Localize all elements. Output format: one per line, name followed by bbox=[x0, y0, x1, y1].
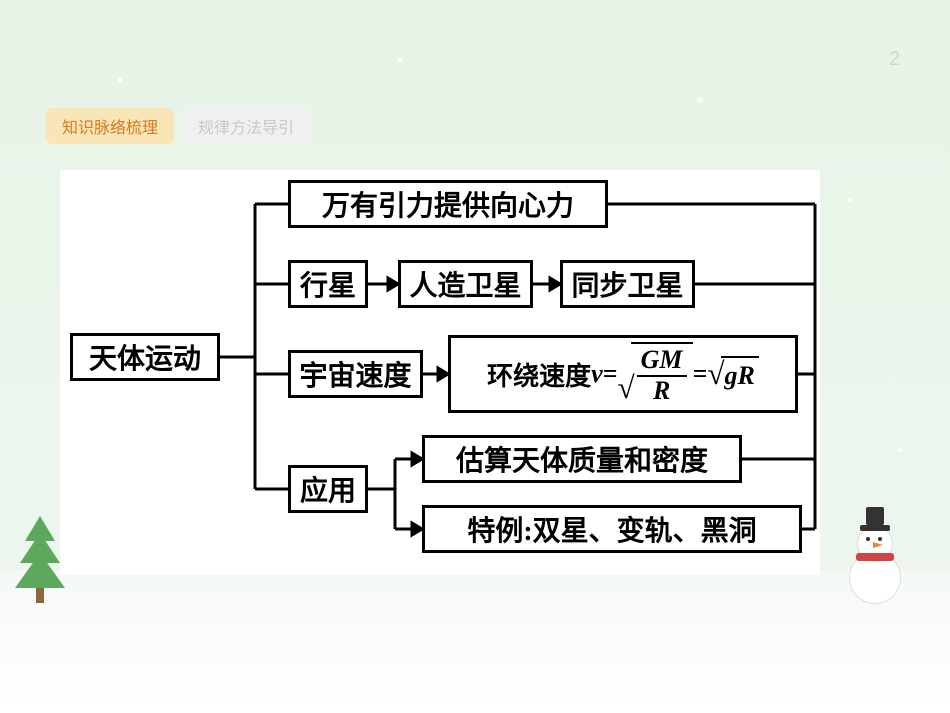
node-geo-satellite: 同步卫星 bbox=[560, 260, 695, 308]
formula-rhs: gR bbox=[721, 356, 759, 392]
node-root-label: 天体运动 bbox=[89, 337, 201, 377]
node-satellite-label: 人造卫星 bbox=[409, 264, 521, 304]
node-special-cases: 特例:双星、变轨、黑洞 bbox=[422, 505, 802, 553]
node-application-label: 应用 bbox=[300, 469, 356, 509]
page-number: 2 bbox=[889, 48, 900, 71]
diagram-panel: 天体运动 万有引力提供向心力 行星 人造卫星 同步卫星 宇宙速度 环绕速度 v … bbox=[60, 170, 820, 575]
tree-decor bbox=[10, 483, 70, 603]
formula-num: GM bbox=[637, 346, 687, 377]
formula-den: R bbox=[649, 377, 674, 406]
tab-bar: 知识脉络梳理 规律方法导引 bbox=[46, 108, 310, 144]
formula-eq2: = bbox=[693, 359, 708, 389]
formula-sqrt2: √ gR bbox=[707, 356, 758, 392]
formula-eq1: = bbox=[603, 359, 618, 389]
node-root: 天体运动 bbox=[70, 333, 220, 381]
node-special-cases-label: 特例:双星、变轨、黑洞 bbox=[467, 509, 756, 549]
tab-methods[interactable]: 规律方法导引 bbox=[182, 108, 310, 144]
node-planet-label: 行星 bbox=[300, 264, 356, 304]
node-satellite: 人造卫星 bbox=[398, 260, 533, 308]
formula-var: v bbox=[591, 359, 603, 389]
formula-prefix: 环绕速度 bbox=[487, 356, 591, 393]
node-geo-satellite-label: 同步卫星 bbox=[571, 264, 683, 304]
node-mass-density-label: 估算天体质量和密度 bbox=[456, 439, 708, 479]
node-gravity: 万有引力提供向心力 bbox=[288, 180, 608, 228]
node-gravity-label: 万有引力提供向心力 bbox=[322, 184, 574, 224]
tab-knowledge[interactable]: 知识脉络梳理 bbox=[46, 108, 174, 144]
snowman-decor bbox=[840, 483, 910, 603]
node-cosmic-speed-label: 宇宙速度 bbox=[299, 354, 411, 394]
formula-sqrt1: √ GM R bbox=[618, 342, 693, 405]
node-planet: 行星 bbox=[288, 260, 368, 308]
node-mass-density: 估算天体质量和密度 bbox=[422, 435, 742, 483]
node-orbit-formula: 环绕速度 v = √ GM R = √ gR bbox=[448, 335, 798, 413]
node-cosmic-speed: 宇宙速度 bbox=[288, 350, 423, 398]
node-application: 应用 bbox=[288, 465, 368, 513]
